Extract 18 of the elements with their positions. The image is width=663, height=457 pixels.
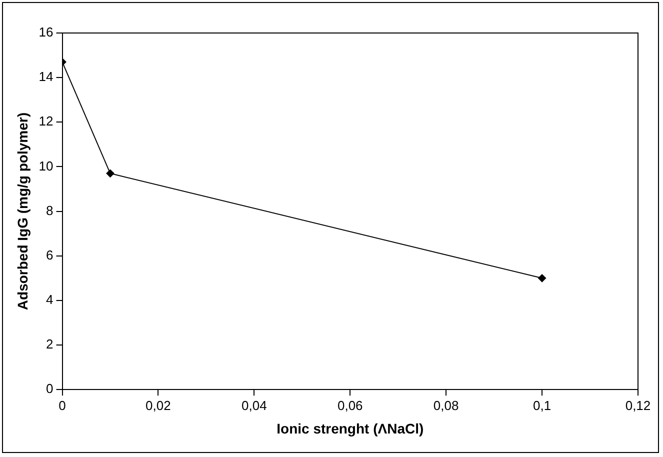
y-tick-label: 14 — [38, 69, 54, 84]
y-tick-label: 4 — [46, 292, 54, 308]
y-tick-label: 2 — [46, 336, 54, 352]
x-tick-label: 0 — [58, 398, 66, 413]
x-tick-label: 0,1 — [533, 398, 552, 413]
x-tick-label: 0,04 — [242, 398, 267, 413]
y-tick-label: 0 — [46, 381, 54, 396]
y-axis-title: Adsorbed IgG (mg/g polymer) — [14, 112, 30, 310]
y-tick-label: 10 — [38, 158, 54, 174]
x-tick-label: 0,12 — [625, 398, 651, 413]
y-tick-label: 6 — [46, 247, 54, 262]
y-tick-label: 16 — [38, 24, 54, 40]
y-tick-label: 8 — [46, 202, 54, 218]
x-tick-label: 0,08 — [433, 398, 459, 413]
y-tick-label: 12 — [38, 114, 54, 129]
x-axis-title: Ionic strenght (ΛNaCl) — [276, 420, 424, 436]
x-tick-label: 0,02 — [146, 398, 171, 413]
x-tick-label: 0,06 — [337, 398, 363, 413]
